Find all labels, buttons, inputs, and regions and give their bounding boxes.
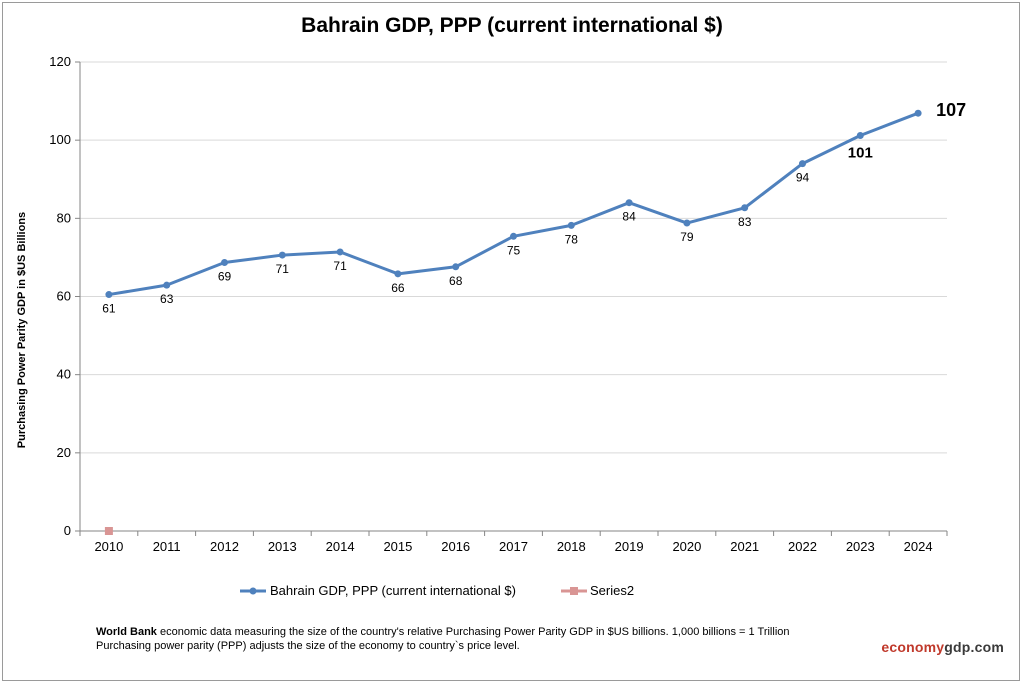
x-tick-label-2022: 2022 <box>788 539 817 554</box>
data-label-2016: 68 <box>449 274 463 288</box>
y-tick-labels: 0 20 40 60 80 100 120 <box>49 54 71 538</box>
x-tick-label-2020: 2020 <box>672 539 701 554</box>
y-tick-label-0: 0 <box>64 523 71 538</box>
x-tick-label-2024: 2024 <box>904 539 933 554</box>
legend: Bahrain GDP, PPP (current international … <box>240 583 634 598</box>
data-point-2023 <box>856 131 864 139</box>
footnote-line-1: World Bank economic data measuring the s… <box>96 625 896 639</box>
x-tick-label-2018: 2018 <box>557 539 586 554</box>
data-point-2022 <box>799 160 806 168</box>
data-point-2012 <box>221 258 228 266</box>
y-tick-label-80: 80 <box>57 210 71 225</box>
legend-marker-series-1 <box>249 587 257 595</box>
x-tick-label-2019: 2019 <box>615 539 644 554</box>
data-label-2010: 61 <box>102 302 116 316</box>
data-label-2013: 71 <box>276 262 290 276</box>
legend-marker-series-2 <box>570 587 578 595</box>
y-tick-label-100: 100 <box>49 132 71 147</box>
y-tick-label-60: 60 <box>57 289 71 304</box>
data-point-2020 <box>683 219 691 227</box>
data-point-2024 <box>914 109 922 117</box>
brand-part-domain: .com <box>970 639 1004 655</box>
brand-logo: economygdp.com <box>881 639 1004 655</box>
data-label-2018: 78 <box>565 232 579 246</box>
data-point-2021 <box>741 204 749 212</box>
x-tick-label-2016: 2016 <box>441 539 470 554</box>
data-point-2011 <box>163 281 171 289</box>
data-point-2017 <box>510 232 517 240</box>
x-tick-label-2015: 2015 <box>383 539 412 554</box>
x-tick-label-2023: 2023 <box>846 539 875 554</box>
data-point-2013 <box>278 251 286 259</box>
data-labels: 61 63 69 71 71 66 68 75 78 84 79 83 94 101 107 <box>102 100 966 315</box>
data-point-2010 <box>105 291 113 299</box>
x-tick-label-2012: 2012 <box>210 539 239 554</box>
legend-label-series-1: Bahrain GDP, PPP (current international … <box>270 583 516 598</box>
data-label-2019: 84 <box>622 210 636 224</box>
x-tick-labels: 2010 2011 2012 2013 2014 2015 2016 2017 2018 2019… <box>94 539 932 554</box>
series-layer <box>104 109 922 535</box>
footnote-text-1: economic data measuring the size of the … <box>156 626 790 638</box>
data-label-2017: 75 <box>507 243 521 257</box>
data-label-2023: 101 <box>848 144 873 161</box>
data-label-2022: 94 <box>796 171 810 185</box>
gridlines <box>80 61 947 454</box>
brand-part-economy: economy <box>881 639 945 655</box>
brand-part-gdp: gdp <box>944 639 971 655</box>
x-tick-label-2014: 2014 <box>326 539 355 554</box>
x-tick-label-2011: 2011 <box>153 539 181 554</box>
data-label-2015: 66 <box>391 281 405 295</box>
data-label-2021: 83 <box>738 215 752 229</box>
data-point-2016 <box>452 263 460 271</box>
data-label-2024: 107 <box>936 100 966 120</box>
series2-point-2010 <box>104 527 113 535</box>
x-tick-label-2017: 2017 <box>499 539 528 554</box>
y-tick-label-120: 120 <box>49 54 71 69</box>
data-label-2011: 63 <box>160 292 174 306</box>
data-label-2012: 69 <box>218 269 232 283</box>
chart-title: Bahrain GDP, PPP (current international … <box>301 14 723 37</box>
data-point-2014 <box>336 248 344 256</box>
data-point-2018 <box>567 221 575 229</box>
y-tick-label-40: 40 <box>57 367 71 382</box>
axes <box>75 61 948 536</box>
legend-label-series-2: Series2 <box>590 583 634 598</box>
data-point-2019 <box>625 199 633 207</box>
line-chart: Bahrain GDP, PPP (current international … <box>16 14 966 598</box>
footnote: World Bank economic data measuring the s… <box>96 625 896 653</box>
footnote-source: World Bank <box>96 626 157 638</box>
data-label-2014: 71 <box>333 259 347 273</box>
data-point-2015 <box>394 270 402 278</box>
data-label-2020: 79 <box>680 230 694 244</box>
x-tick-label-2010: 2010 <box>94 539 123 554</box>
x-tick-label-2021: 2021 <box>730 539 759 554</box>
y-tick-label-20: 20 <box>57 445 71 460</box>
x-tick-label-2013: 2013 <box>268 539 297 554</box>
footnote-line-2: Purchasing power parity (PPP) adjusts th… <box>96 640 520 652</box>
y-axis-label: Purchasing Power Parity GDP in $US Billi… <box>16 212 28 448</box>
